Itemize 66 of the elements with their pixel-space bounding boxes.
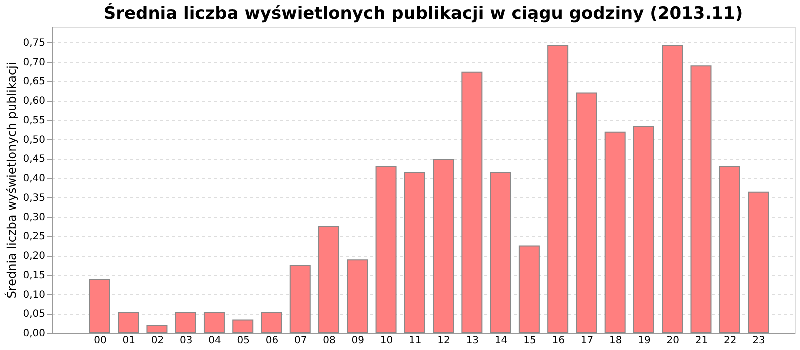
x-tick-label: 09 (352, 336, 365, 346)
y-tick-label: 0,25 (23, 232, 46, 243)
x-tick-label: 13 (466, 336, 480, 346)
x-tick-label: 23 (752, 336, 766, 346)
y-tick-label: 0,45 (23, 154, 46, 166)
bar (404, 172, 426, 334)
bar (604, 132, 626, 334)
bar (347, 260, 368, 334)
x-tick-label: 08 (323, 336, 336, 346)
y-tick-label: 0,60 (23, 96, 46, 108)
bar (719, 166, 740, 334)
x-tick-label: 19 (638, 336, 651, 346)
x-tick-label: 02 (151, 336, 164, 346)
x-tick-label: 15 (524, 336, 536, 346)
bar (146, 326, 168, 334)
x-tick-label: 12 (438, 336, 450, 346)
y-tick-label: 0,70 (23, 57, 46, 68)
x-tick-label: 21 (695, 336, 708, 346)
x-tick-label: 07 (294, 336, 308, 346)
bar (118, 312, 140, 334)
bar (748, 192, 770, 334)
bar (548, 45, 569, 334)
y-tick-label: 0,50 (23, 134, 46, 146)
y-tick-label: 0,15 (23, 270, 46, 282)
bar (261, 312, 282, 334)
bar (462, 72, 483, 334)
y-tick-label: 0,65 (23, 76, 46, 88)
y-axis-title: Średnia liczba wyświetlonych publikacji (4, 62, 20, 299)
x-tick-label: 14 (494, 336, 508, 346)
x-tick-label: 01 (122, 336, 136, 346)
x-tick-label: 16 (552, 336, 565, 346)
bar (576, 92, 598, 334)
x-tick-label: 04 (208, 336, 222, 346)
x-tick-label: 22 (724, 336, 737, 346)
x-tick-label: 18 (609, 336, 622, 346)
x-tick-label: 00 (94, 336, 107, 346)
y-tick-label: 0,20 (23, 251, 46, 262)
x-tick-label: 17 (580, 336, 594, 346)
y-tick-label: 0,30 (23, 212, 46, 224)
y-tick-label: 0,35 (23, 192, 46, 204)
y-tick-label: 0,55 (23, 115, 46, 126)
bar (662, 45, 684, 334)
bar (232, 320, 254, 334)
chart-title: Średnia liczba wyświetlonych publikacji w ciągu godziny (2013.11) (104, 3, 744, 24)
bar (690, 66, 712, 334)
bar (175, 312, 196, 334)
x-tick-label: 06 (266, 336, 279, 346)
bar (518, 246, 540, 334)
bar (318, 226, 340, 334)
bar (204, 312, 225, 334)
bar (633, 126, 654, 334)
x-tick-label: 05 (237, 336, 250, 346)
y-tick-label: 0,75 (23, 38, 46, 49)
bar (490, 172, 512, 334)
bar (376, 166, 397, 334)
bar (433, 158, 454, 334)
y-tick-label: 0,00 (23, 328, 46, 340)
y-tick-label: 0,10 (23, 290, 46, 301)
x-tick-label: 03 (180, 336, 193, 346)
x-tick-label: 10 (380, 336, 394, 346)
bar (290, 265, 311, 334)
x-tick-label: 11 (409, 336, 422, 346)
y-tick-label: 0,05 (23, 309, 46, 320)
x-tick-label: 20 (666, 336, 680, 346)
bar (89, 279, 110, 334)
y-tick-label: 0,40 (23, 174, 46, 185)
